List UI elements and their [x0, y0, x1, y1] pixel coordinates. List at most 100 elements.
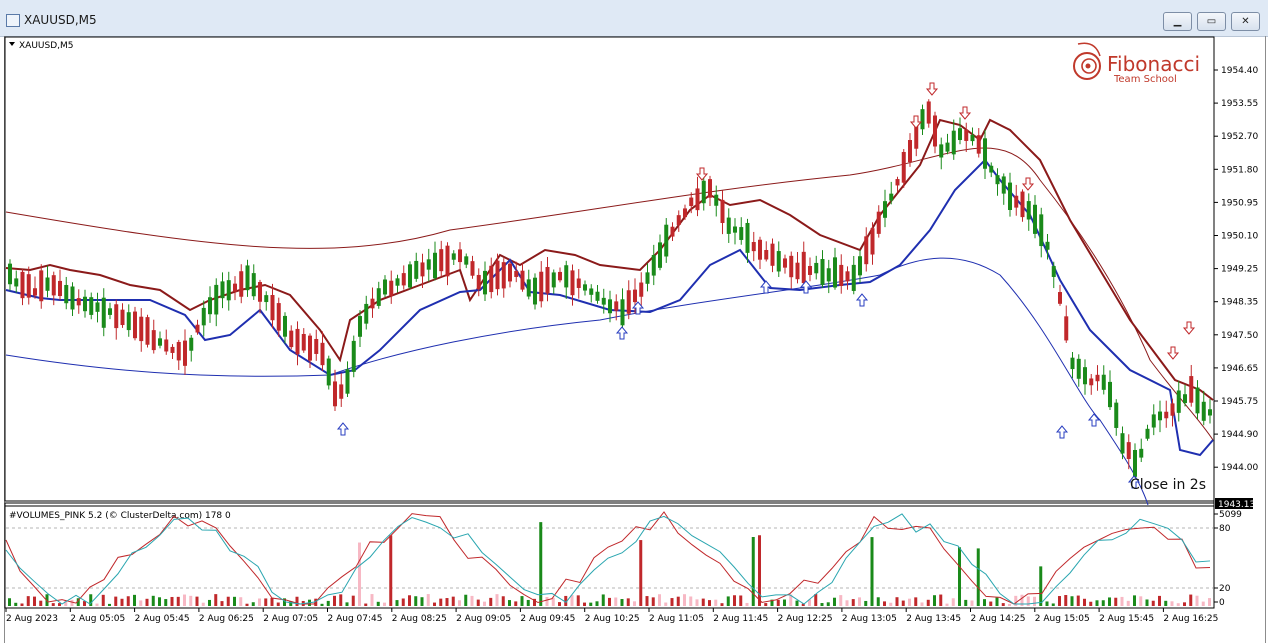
candle-body	[245, 265, 250, 291]
indicator-title: #VOLUMES_PINK 5.2 (© ClusterDelta.com) 1…	[9, 511, 231, 521]
volume-bar	[439, 598, 443, 606]
price-tick-label: 1950.10	[1221, 232, 1258, 242]
candle-body	[1145, 428, 1150, 439]
candle-body	[551, 272, 556, 288]
time-tick-label: 2 Aug 05:45	[135, 614, 190, 624]
volume-bar	[364, 603, 368, 606]
candle-body	[251, 273, 256, 297]
volume-bar	[376, 601, 380, 606]
buy-arrow-icon	[1055, 425, 1069, 439]
candle-body	[495, 260, 500, 290]
candle-body	[1126, 442, 1131, 460]
indicator-axis: 5099 80 20 0	[1214, 510, 1242, 608]
volume-bar	[626, 598, 630, 606]
volume-bar	[520, 596, 524, 606]
candle-body	[470, 261, 475, 276]
volume-bar	[451, 596, 455, 606]
candle-body	[1033, 204, 1037, 234]
candle-body	[883, 201, 887, 218]
volume-bar	[958, 547, 961, 606]
candle-body	[83, 296, 87, 312]
close-button[interactable]: ✕	[1231, 12, 1260, 31]
candle-body	[289, 330, 294, 348]
volume-bar	[1108, 597, 1111, 606]
candle-body	[8, 263, 12, 285]
volume-bar	[576, 595, 580, 606]
volume-bar	[258, 598, 261, 606]
volume-bar	[345, 602, 349, 606]
candle-body	[326, 358, 331, 386]
volume-bar	[1114, 597, 1118, 606]
candle-body	[726, 217, 731, 234]
candle-body	[70, 286, 75, 310]
candle-body	[639, 282, 644, 297]
candle-body	[920, 109, 925, 130]
minimize-button[interactable]: ▁	[1163, 12, 1192, 31]
volume-bar	[1014, 595, 1018, 606]
volume-bar	[395, 600, 399, 606]
time-tick-label: 2 Aug 08:25	[392, 614, 447, 624]
upper-band-line	[5, 147, 1214, 441]
symbol-dropdown-icon[interactable]	[9, 42, 15, 46]
volume-bar	[533, 598, 536, 606]
volume-bar	[145, 598, 149, 606]
volume-bar	[970, 600, 974, 606]
candle-body	[820, 259, 825, 285]
price-tick-label: 1944.90	[1221, 430, 1258, 440]
candle-body	[1120, 433, 1125, 454]
candle-body	[1114, 402, 1119, 428]
candle-body	[1183, 394, 1187, 404]
volume-bar	[733, 595, 736, 606]
volume-bar	[389, 535, 393, 606]
volume-bar	[651, 597, 655, 606]
candle-body	[1089, 378, 1094, 386]
candle-body	[345, 369, 350, 394]
time-tick-label: 2 Aug 15:45	[1099, 614, 1154, 624]
candle-body	[301, 333, 306, 351]
volume-bar	[220, 601, 224, 606]
candle-body	[195, 324, 200, 333]
volume-bar	[558, 602, 561, 606]
volume-bar	[976, 548, 980, 606]
volume-bar	[326, 600, 330, 606]
candle-body	[526, 279, 531, 297]
candle-body	[295, 328, 300, 355]
volume-bar	[1120, 596, 1124, 606]
volume-bar	[758, 535, 761, 606]
candle-body	[808, 265, 812, 275]
candle-body	[20, 271, 25, 299]
volume-bar	[670, 598, 674, 606]
volume-bar	[795, 600, 799, 606]
volume-bar	[1158, 595, 1161, 606]
candle-body	[845, 271, 850, 282]
volume-bar	[426, 594, 430, 606]
indicator-lines	[5, 511, 1211, 605]
candle-body	[976, 135, 981, 154]
volume-bar	[333, 595, 336, 606]
volume-bar	[1164, 600, 1168, 606]
volume-bar	[908, 598, 911, 606]
buy-arrow-icon	[336, 422, 350, 436]
candle-body	[695, 188, 700, 211]
volume-bar	[826, 602, 830, 606]
volume-bar	[508, 600, 511, 606]
volume-bar	[564, 595, 568, 606]
candle-body	[951, 130, 956, 155]
volume-bar	[845, 600, 849, 606]
time-tick-label: 2 Aug 13:45	[906, 614, 961, 624]
candle-body	[1201, 401, 1206, 421]
candle-body	[183, 340, 187, 366]
volume-bar	[889, 602, 893, 606]
candle-body	[864, 236, 869, 265]
volume-bar	[283, 598, 286, 606]
volume-bar	[95, 603, 99, 606]
candle-body	[514, 270, 519, 277]
candle-body	[645, 272, 650, 284]
maximize-button[interactable]: ▭	[1197, 12, 1226, 31]
candle-body	[933, 115, 937, 147]
volume-bar	[920, 602, 924, 606]
time-tick-label: 2 Aug 12:25	[778, 614, 833, 624]
volume-bar	[33, 596, 36, 606]
candle-body	[33, 288, 37, 296]
